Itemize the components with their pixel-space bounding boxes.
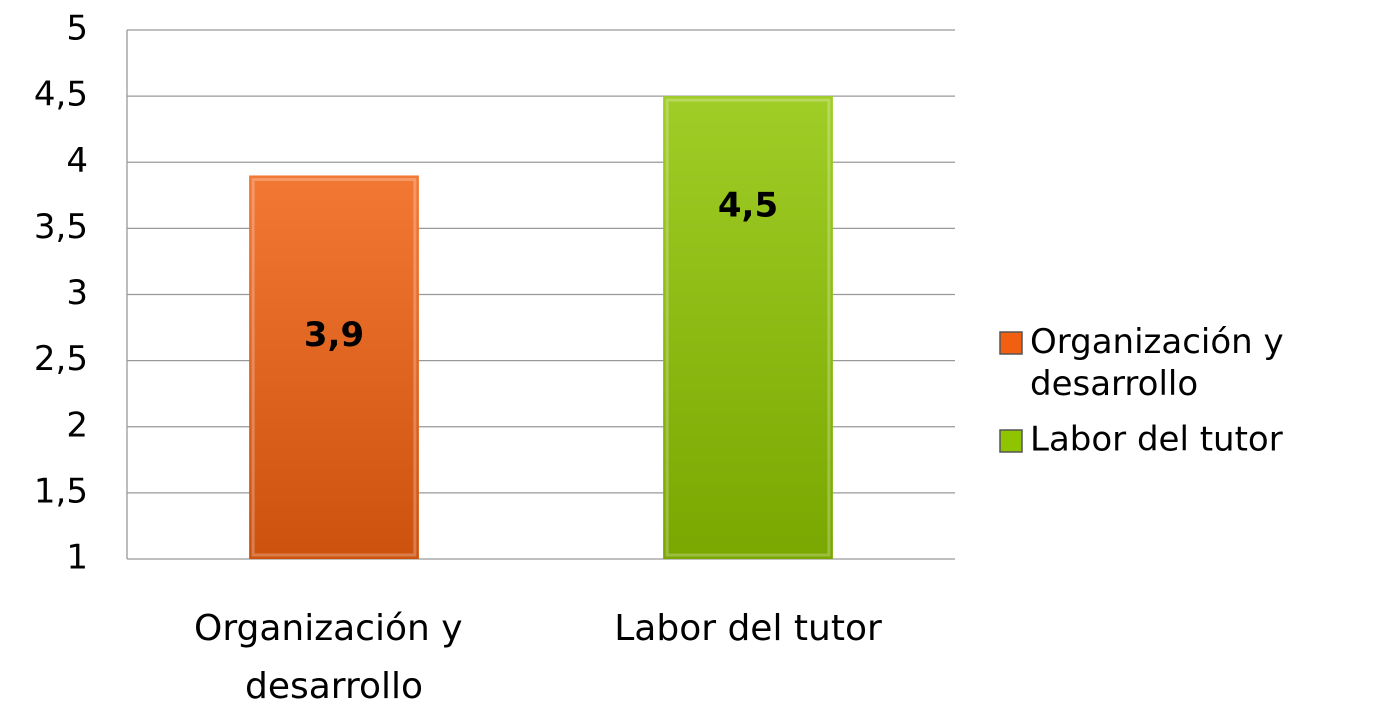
y-tick-label: 5 <box>66 9 88 49</box>
y-tick-label: 3,5 <box>34 207 88 247</box>
data-label: 4,5 <box>718 186 778 226</box>
y-tick-label: 1,5 <box>34 471 88 511</box>
legend-label: Organización y desarrollo <box>1030 322 1294 404</box>
y-tick-label: 2,5 <box>34 339 88 379</box>
y-tick-label: 3 <box>66 273 88 313</box>
legend-swatch <box>999 331 1023 355</box>
y-tick-label: 4 <box>66 141 88 181</box>
legend-swatch <box>999 429 1023 453</box>
x-tick-label: Labor del tutor <box>614 608 882 649</box>
bar-shade <box>663 96 833 559</box>
x-tick-label: Organización y desarrollo <box>194 608 474 701</box>
y-tick-label: 1 <box>66 538 88 578</box>
y-tick-label: 4,5 <box>34 75 88 115</box>
legend-label: Labor del tutor <box>1030 420 1283 460</box>
data-label: 3,9 <box>304 315 364 355</box>
y-tick-label: 2 <box>66 405 88 445</box>
bar-shade <box>249 175 419 559</box>
bar-bevel <box>665 98 831 557</box>
bar-bevel <box>251 177 417 557</box>
